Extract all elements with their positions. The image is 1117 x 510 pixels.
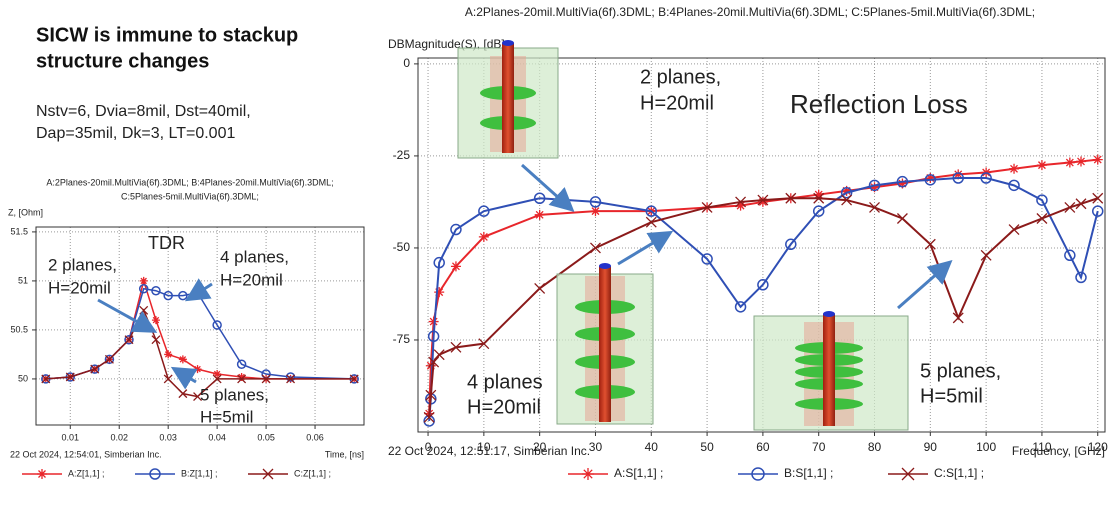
point <box>1076 156 1086 166</box>
x-tick-label: 50 <box>700 440 714 454</box>
x-tick-label: 60 <box>756 440 770 454</box>
x-tick-label: 0 <box>425 440 432 454</box>
point <box>194 365 202 373</box>
annotation: H=20mil <box>640 92 714 114</box>
point <box>140 277 148 285</box>
point <box>1009 225 1019 235</box>
chart: A:2Planes-20mil.MultiVia(6f).3DML; B:4Pl… <box>8 177 364 479</box>
parameters: Nstv=6, Dvia=8mil, Dst=40mil, <box>36 103 251 120</box>
point <box>535 283 545 293</box>
slide: SICW is immune to stackup structure chan… <box>0 0 1117 510</box>
point <box>1037 160 1047 170</box>
legend-label: A:S[1,1] ; <box>614 466 663 480</box>
chart-title: A:2Planes-20mil.MultiVia(6f).3DML; B:4Pl… <box>46 177 333 187</box>
point <box>164 350 172 358</box>
x-tick-label: 110 <box>1032 440 1051 454</box>
legend-label: C:Z[1,1] ; <box>294 468 331 478</box>
via <box>823 314 835 426</box>
point <box>1076 199 1086 209</box>
annotation: H=5mil <box>200 407 253 426</box>
arrow <box>898 264 948 308</box>
x-tick-label: 100 <box>976 440 996 454</box>
x-tick-label: 0.02 <box>110 432 128 442</box>
x-tick-label: 0.01 <box>62 432 80 442</box>
point <box>1093 193 1103 203</box>
x-tick-label: 0.03 <box>159 432 177 442</box>
chart-title: A:2Planes-20mil.MultiVia(6f).3DML; B:4Pl… <box>465 5 1035 19</box>
point <box>1009 164 1019 174</box>
x-tick-label: 70 <box>812 440 826 454</box>
x-tick-label: 0.05 <box>257 432 275 442</box>
point <box>1065 158 1075 168</box>
slide-title: SICW is immune to stackup <box>36 24 298 46</box>
x-tick-label: 90 <box>924 440 938 454</box>
via <box>599 266 611 422</box>
x-tick-label: 40 <box>645 440 659 454</box>
annotation: 2 planes, <box>48 255 117 274</box>
point <box>179 355 187 363</box>
y-tick-label: 50.5 <box>10 324 28 334</box>
point <box>152 336 160 344</box>
point <box>582 468 594 480</box>
point <box>140 306 148 314</box>
footer: 22 Oct 2024, 12:54:01, Simberian Inc. <box>10 449 162 459</box>
legend-label: A:Z[1,1] ; <box>68 468 105 478</box>
annotation: TDR <box>148 233 185 253</box>
x-tick-label: 20 <box>533 440 547 454</box>
annotation: H=5mil <box>920 385 983 407</box>
y-tick-label: 51 <box>18 275 28 285</box>
point <box>37 469 47 479</box>
annotation: 5 planes, <box>920 360 1001 382</box>
x-tick-label: 120 <box>1088 440 1108 454</box>
point <box>981 250 991 260</box>
slide-title: structure changes <box>36 50 209 72</box>
point <box>1065 202 1075 212</box>
series-line <box>46 310 354 396</box>
annotation: 5 planes, <box>200 385 269 404</box>
point <box>1093 155 1103 165</box>
via-cap <box>502 40 514 46</box>
y-axis-label: Z, [Ohm] <box>8 207 43 217</box>
y-tick-label: 0 <box>403 56 410 70</box>
point <box>152 316 160 324</box>
y-tick-label: -50 <box>393 240 411 254</box>
point <box>953 313 963 323</box>
x-axis-label: Time, [ns] <box>325 449 364 459</box>
y-tick-label: 51.5 <box>10 226 28 236</box>
y-tick-label: 50 <box>18 373 28 383</box>
annotation: H=20mil <box>48 278 111 297</box>
annotation: Reflection Loss <box>790 89 968 119</box>
via <box>502 43 514 153</box>
annotation: 4 planes <box>467 371 543 393</box>
x-tick-label: 10 <box>477 440 491 454</box>
legend-label: C:S[1,1] ; <box>934 466 984 480</box>
legend-label: B:S[1,1] ; <box>784 466 833 480</box>
x-tick-label: 0.06 <box>306 432 324 442</box>
x-tick-label: 0.04 <box>208 432 226 442</box>
point <box>758 197 768 207</box>
point <box>451 261 461 271</box>
point <box>434 350 444 360</box>
annotation: 2 planes, <box>640 66 721 88</box>
arrow <box>98 300 152 330</box>
annotation: 4 planes, <box>220 247 289 266</box>
annotation: H=20mil <box>467 396 541 418</box>
x-tick-label: 30 <box>589 440 603 454</box>
legend-label: B:Z[1,1] ; <box>181 468 218 478</box>
point <box>897 213 907 223</box>
arrow <box>618 234 668 264</box>
point <box>535 210 545 220</box>
x-tick-label: 80 <box>868 440 882 454</box>
y-tick-label: -25 <box>393 148 411 162</box>
parameters: Dap=35mil, Dk=3, LT=0.001 <box>36 125 235 142</box>
arrow <box>176 370 196 382</box>
slide-canvas: SICW is immune to stackup structure chan… <box>0 0 1117 510</box>
point <box>479 232 489 242</box>
via-cap <box>823 311 835 317</box>
chart-title: C:5Planes-5mil.MultiVia(6f).3DML; <box>121 191 259 201</box>
annotation: H=20mil <box>220 270 283 289</box>
via-cap <box>599 263 611 269</box>
y-tick-label: -75 <box>393 332 411 346</box>
